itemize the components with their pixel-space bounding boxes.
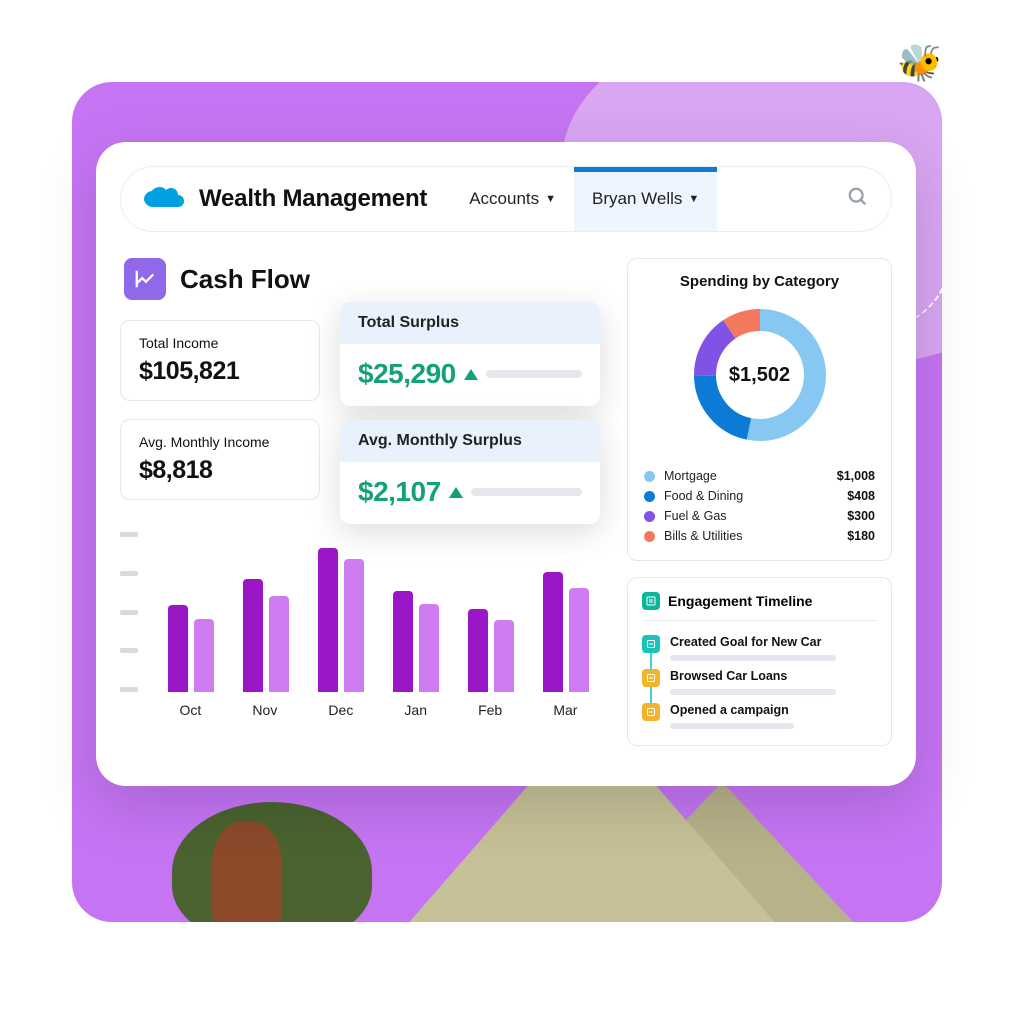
engagement-label: Created Goal for New Car [670,635,877,649]
bar-series-b [419,604,439,692]
bar-series-a [318,548,338,692]
trend-up-icon [449,487,463,498]
bar-group [168,605,214,692]
legend-value: $408 [847,489,875,503]
spending-legend: Mortgage$1,008Food & Dining$408Fuel & Ga… [644,466,875,546]
sparkline-placeholder [486,370,582,378]
legend-label: Bills & Utilities [664,529,847,543]
bee-icon: 🐝 [897,42,942,84]
cashflow-bar-chart: Oct Nov Dec Jan Feb Mar [120,528,607,718]
engagement-label: Browsed Car Loans [670,669,877,683]
spending-donut-chart: $1,502 [685,300,835,450]
legend-dot [644,531,655,542]
bar-series-b [344,559,364,692]
event-icon [642,703,660,721]
event-icon [642,669,660,687]
bar-series-b [269,596,289,692]
x-label: Nov [252,702,277,718]
stat-total-surplus: Total Surplus $25,290 [340,302,600,406]
stat-avg-monthly-income: Avg. Monthly Income $8,818 [120,419,320,500]
timeline-icon [642,592,660,610]
x-label: Feb [478,702,502,718]
engagement-placeholder [670,689,836,695]
legend-value: $180 [847,529,875,543]
nav-accounts[interactable]: Accounts ▼ [451,167,574,231]
legend-value: $1,008 [837,469,875,483]
spending-panel: Spending by Category $1,502 Mortgage$1,0… [627,258,892,561]
spending-title: Spending by Category [644,273,875,290]
legend-dot [644,491,655,502]
stat-label: Total Surplus [340,302,600,344]
engagement-item[interactable]: Browsed Car Loans [642,665,877,699]
chart-y-axis [120,532,144,692]
bg-tree-shape [212,822,282,922]
x-label: Oct [180,702,202,718]
bar-series-b [569,588,589,692]
legend-dot [644,511,655,522]
engagement-label: Opened a campaign [670,703,877,717]
nav-active-account[interactable]: Bryan Wells ▼ [574,167,717,231]
stat-avg-monthly-surplus: Avg. Monthly Surplus $2,107 [340,420,600,524]
chevron-down-icon: ▼ [688,193,699,205]
engagement-item[interactable]: Created Goal for New Car [642,631,877,665]
event-icon [642,635,660,653]
sparkline-placeholder [471,488,582,496]
legend-value: $300 [847,509,875,523]
stat-value: $25,290 [358,358,456,390]
stat-label: Total Income [139,335,301,351]
engagement-placeholder [670,723,794,729]
chart-line-icon [124,258,166,300]
salesforce-cloud-icon [143,182,185,217]
app-title: Wealth Management [199,185,427,213]
search-icon[interactable] [847,186,869,213]
legend-item: Fuel & Gas$300 [644,506,875,526]
stat-label: Avg. Monthly Income [139,434,301,450]
legend-label: Fuel & Gas [664,509,847,523]
donut-center-value: $1,502 [685,300,835,450]
x-label: Jan [404,702,427,718]
bar-group [243,579,289,692]
x-label: Dec [328,702,353,718]
x-label: Mar [553,702,577,718]
engagement-title: Engagement Timeline [668,593,812,609]
legend-label: Food & Dining [664,489,847,503]
bar-series-a [393,591,413,692]
chart-x-axis: Oct Nov Dec Jan Feb Mar [154,702,603,718]
stat-total-income: Total Income $105,821 [120,320,320,401]
cashflow-title: Cash Flow [180,264,310,295]
stat-label: Avg. Monthly Surplus [340,420,600,462]
top-nav: Wealth Management Accounts ▼ Bryan Wells… [120,166,892,232]
legend-item: Food & Dining$408 [644,486,875,506]
stat-value: $2,107 [358,476,441,508]
legend-label: Mortgage [664,469,837,483]
bar-series-a [543,572,563,692]
engagement-item[interactable]: Opened a campaign [642,699,877,733]
bar-group [393,591,439,692]
dashboard-card: Wealth Management Accounts ▼ Bryan Wells… [96,142,916,786]
engagement-panel: Engagement Timeline Created Goal for New… [627,577,892,746]
bar-series-a [243,579,263,692]
nav-active-label: Bryan Wells [592,189,682,209]
nav-accounts-label: Accounts [469,189,539,209]
legend-item: Bills & Utilities$180 [644,526,875,546]
bar-group [543,572,589,692]
legend-dot [644,471,655,482]
bar-series-b [194,619,214,692]
chevron-down-icon: ▼ [545,193,556,205]
bar-series-a [468,609,488,692]
legend-item: Mortgage$1,008 [644,466,875,486]
engagement-placeholder [670,655,836,661]
bar-group [468,609,514,692]
cashflow-section: Cash Flow Total Income $105,821 Avg. Mon… [120,258,607,762]
trend-up-icon [464,369,478,380]
bar-group [318,548,364,692]
bar-series-b [494,620,514,692]
stat-value: $105,821 [139,357,301,386]
stat-value: $8,818 [139,456,301,485]
bar-series-a [168,605,188,692]
